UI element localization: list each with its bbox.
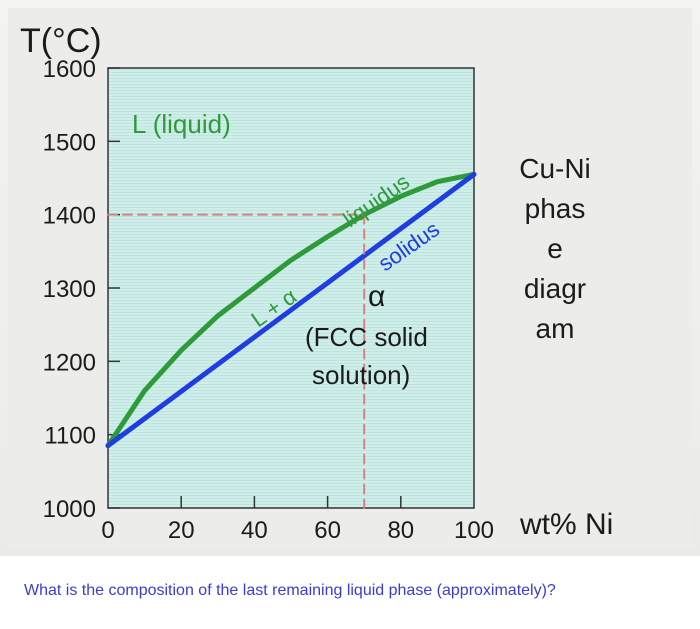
x-tick-label: 0: [101, 517, 114, 544]
x-tick-label: 100: [454, 517, 494, 544]
x-tick-label: 80: [387, 517, 414, 544]
y-tick-label: 1400: [43, 203, 96, 230]
series-solidus-line: [105, 171, 477, 449]
side-title-line: am: [536, 313, 575, 344]
x-tick-label: 20: [168, 517, 195, 544]
question-bar: [0, 556, 700, 629]
y-tick-label: 1300: [43, 276, 96, 303]
side-title-line: e: [547, 233, 563, 264]
plot-area: [107, 67, 475, 509]
phase-diagram-chart: T(°C) wt% Ni 100011001200130014001500160…: [20, 22, 613, 544]
series-liquidus-line: [105, 171, 477, 449]
alpha-description-line2: solution): [312, 360, 410, 390]
side-title-line: diagr: [524, 273, 586, 304]
x-tick-label: 60: [314, 517, 341, 544]
x-axis-title: wt% Ni: [519, 508, 613, 541]
y-tick-label: 1600: [43, 56, 96, 83]
question-text: What is the composition of the last rema…: [24, 582, 556, 599]
y-tick-label: 1100: [44, 423, 96, 450]
liquid-region-label: L (liquid): [132, 109, 231, 139]
alpha-description-line1: (FCC solid: [305, 322, 428, 352]
side-title-line: Cu-Ni: [519, 153, 591, 184]
side-title: Cu-Ni phas e diagr am: [519, 153, 591, 344]
alpha-symbol: α: [368, 280, 385, 313]
side-title-line: phas: [525, 193, 586, 224]
y-tick-label: 1500: [43, 129, 96, 156]
x-tick-label: 40: [241, 517, 268, 544]
y-axis-title: T(°C): [20, 22, 102, 60]
y-tick-label: 1200: [43, 349, 96, 376]
y-tick-label: 1000: [43, 496, 96, 523]
